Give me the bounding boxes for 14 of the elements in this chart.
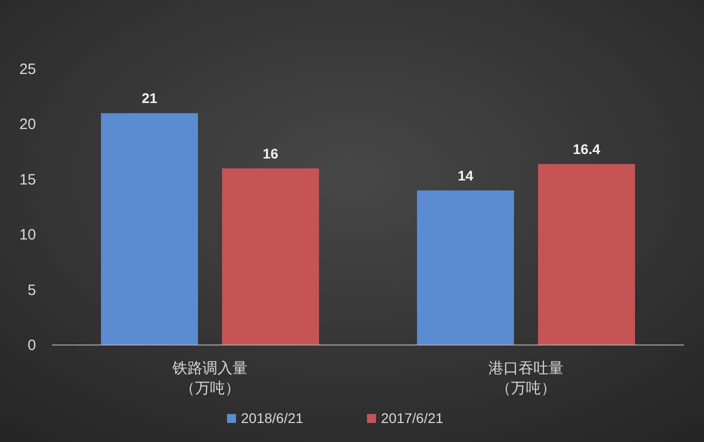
y-tick-label: 10 <box>19 226 36 244</box>
data-label: 14 <box>458 167 474 184</box>
y-tick-label: 25 <box>19 61 36 78</box>
y-tick-label: 5 <box>28 282 36 299</box>
y-tick-label: 15 <box>19 171 36 188</box>
x-tick-label: 铁路调入量（万吨） <box>172 360 248 397</box>
x-tick-label: 港口吞吐量（万吨） <box>488 360 564 397</box>
legend-label: 2018/6/21 <box>241 410 304 426</box>
y-tick-label: 0 <box>28 337 36 354</box>
data-label: 21 <box>142 90 158 106</box>
data-label: 16 <box>262 145 279 162</box>
y-tick-label: 20 <box>19 116 36 134</box>
data-label: 16.4 <box>572 140 600 157</box>
legend-label: 2017/6/21 <box>381 410 444 426</box>
